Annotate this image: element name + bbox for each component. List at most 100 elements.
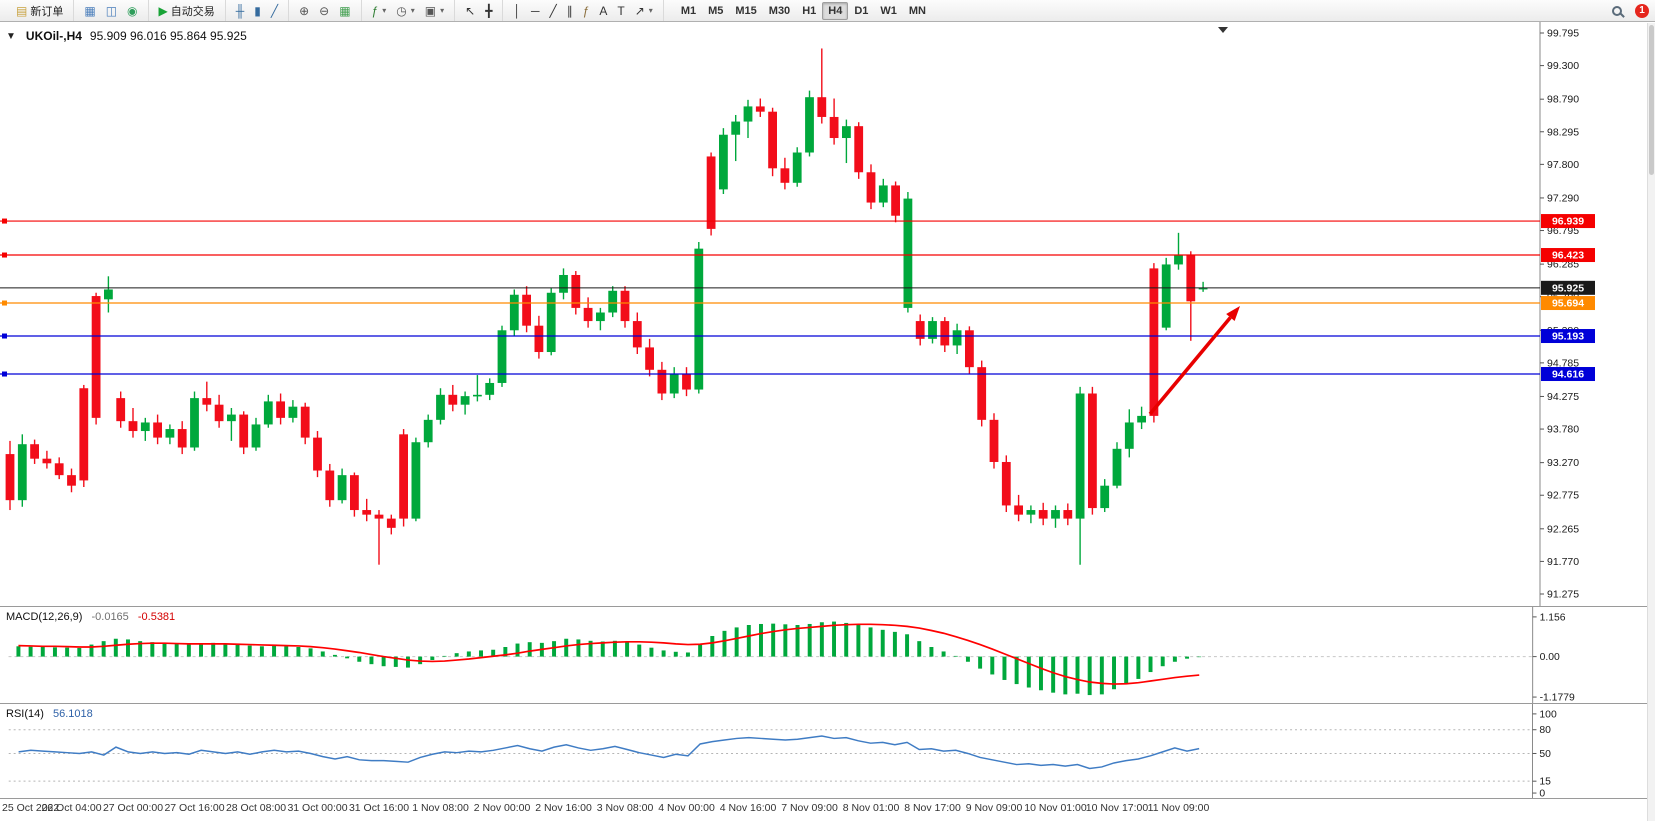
candle-body xyxy=(842,126,851,139)
chart-title-bar: ▼ UKOil-,H4 95.909 96.016 95.864 95.925 xyxy=(6,29,247,43)
tf-m15[interactable]: M15 xyxy=(729,2,762,20)
line-chart-button[interactable]: ╱ xyxy=(266,2,283,20)
candle-body xyxy=(829,116,839,139)
tf-m30-label: M30 xyxy=(768,4,791,17)
macd-tick-label: 1.156 xyxy=(1540,612,1566,623)
tf-h1[interactable]: H1 xyxy=(796,2,822,20)
charts-grid-button[interactable]: ▦ xyxy=(79,2,100,20)
trendline-button[interactable]: ╱ xyxy=(544,2,561,20)
time-axis[interactable]: 25 Oct 2022 26 Oct 04:00 27 Oct 00:00 27 Oc… xyxy=(0,798,1655,817)
auto-trading-button[interactable]: ▶ 自动交易 xyxy=(154,2,220,20)
hline-anchor xyxy=(2,371,7,377)
label-button[interactable]: T xyxy=(612,2,629,20)
candle-body xyxy=(792,152,802,183)
price-scale[interactable]: 99.79599.30098.79098.29597.80097.29096.7… xyxy=(1540,28,1579,601)
candle-body xyxy=(620,290,630,322)
vertical-scrollbar-thumb[interactable] xyxy=(1649,25,1654,175)
horizontal-line-button-icon: ─ xyxy=(530,3,540,18)
candle-body xyxy=(977,367,987,420)
candle-body xyxy=(227,414,236,422)
macd-value-signal: -0.5381 xyxy=(137,611,176,623)
candlestick-chart-button[interactable]: ▮ xyxy=(249,2,266,20)
price-flag-label: 96.939 xyxy=(1552,216,1584,228)
periods-button[interactable]: ◷ ▾ xyxy=(391,2,420,20)
bar-chart-button-icon: ╫ xyxy=(235,3,245,18)
cursor-button[interactable]: ↖ xyxy=(460,2,480,20)
channel-button[interactable]: ∥ xyxy=(562,2,578,20)
ohlc-values: 95.909 96.016 95.864 95.925 xyxy=(89,29,247,43)
macd-panel: 1.156 0.00 -1.1779 MACD(12,26,9) -0.0165 -… xyxy=(0,606,1655,703)
time-label: 3 Nov 08:00 xyxy=(596,802,654,814)
zoom-out-button[interactable]: ⊖ xyxy=(314,2,334,20)
vertical-scrollbar[interactable] xyxy=(1647,23,1655,821)
trendline-button-icon: ╱ xyxy=(549,3,557,18)
candle-body xyxy=(214,404,224,422)
candle-body xyxy=(1174,255,1183,265)
shapes-button[interactable]: ↗ ▾ xyxy=(630,2,658,20)
macd-canvas[interactable]: 1.156 0.00 -1.1779 xyxy=(0,607,1655,703)
candle-body xyxy=(1075,393,1085,519)
trend-arrow[interactable] xyxy=(1148,306,1240,416)
candles xyxy=(5,48,1208,565)
candle-body xyxy=(436,394,445,420)
zoom-out-button-icon: ⊖ xyxy=(319,3,330,18)
hline-95.193[interactable]: 95.193 xyxy=(0,329,1595,344)
time-label: 4 Nov 16:00 xyxy=(719,802,777,814)
fibonacci-button[interactable]: ƒ xyxy=(578,2,595,20)
candle-body xyxy=(645,347,654,370)
hline-95.925[interactable]: 95.925 xyxy=(0,280,1595,295)
hline-96.423[interactable]: 96.423 xyxy=(0,248,1595,263)
vertical-line-button[interactable]: │ xyxy=(508,2,526,20)
price-tick-label: 98.295 xyxy=(1547,126,1579,138)
tf-m5[interactable]: M5 xyxy=(702,2,729,20)
price-tick-label: 92.265 xyxy=(1547,523,1579,535)
one-click-trading-toggle[interactable]: ▼ xyxy=(6,30,16,42)
tile-windows-button[interactable]: ▦ xyxy=(334,2,355,20)
candle-body xyxy=(1063,510,1073,519)
tf-h4[interactable]: H4 xyxy=(822,1,849,20)
community-button[interactable]: ◉ xyxy=(122,2,142,20)
templates-button[interactable]: ▣ ▾ xyxy=(420,2,449,20)
price-tick-label: 91.275 xyxy=(1547,589,1579,601)
candle-body xyxy=(1112,448,1122,486)
time-label: 1 Nov 08:00 xyxy=(412,802,469,814)
notifications-badge[interactable]: 1 xyxy=(1635,3,1649,18)
new-order-button[interactable]: ▤ 新订单 xyxy=(11,2,68,20)
search-button[interactable] xyxy=(1607,2,1627,20)
tf-w1[interactable]: W1 xyxy=(874,2,903,20)
crosshair-button[interactable]: ╋ xyxy=(480,2,497,20)
candle-body xyxy=(632,321,642,348)
macd-value-main: -0.0165 xyxy=(91,611,129,623)
candle-body xyxy=(263,401,273,425)
price-flag xyxy=(1541,248,1595,263)
cursor-button-icon: ↖ xyxy=(465,3,476,18)
candle-body xyxy=(325,470,335,501)
tf-m1[interactable]: M1 xyxy=(675,2,702,20)
candle-body xyxy=(313,437,322,471)
candle-body xyxy=(362,510,372,515)
tf-d1[interactable]: D1 xyxy=(848,2,874,20)
text-button[interactable]: A xyxy=(594,2,612,20)
horizontal-line-button[interactable]: ─ xyxy=(526,2,545,20)
indicators-button-caret-icon: ▾ xyxy=(382,6,387,15)
hline-96.939[interactable]: 96.939 xyxy=(0,214,1595,229)
hline-95.694[interactable]: 95.694 xyxy=(0,296,1595,311)
time-label: 9 Nov 09:00 xyxy=(965,802,1023,814)
main-chart-canvas[interactable]: 99.79599.30098.79098.29597.80097.29096.7… xyxy=(0,22,1655,606)
candle-body xyxy=(485,382,495,395)
tf-mn[interactable]: MN xyxy=(903,2,932,20)
hline-94.616[interactable]: 94.616 xyxy=(0,367,1595,382)
auto-trading-button-label: 自动交易 xyxy=(170,5,215,18)
indicators-button[interactable]: ƒ ▾ xyxy=(367,2,392,20)
candle-body xyxy=(190,398,199,448)
tf-m30[interactable]: M30 xyxy=(763,2,796,20)
rsi-canvas[interactable]: 100 80 50 150 xyxy=(0,704,1655,798)
hline-anchor xyxy=(2,218,7,224)
toolbar-group-chart-types: ╫ ▮ ╱ xyxy=(226,0,290,21)
bar-chart-button[interactable]: ╫ xyxy=(231,2,250,20)
text-button-icon: A xyxy=(599,3,608,18)
zoom-in-button[interactable]: ⊕ xyxy=(294,2,314,20)
profile-button[interactable]: ◫ xyxy=(101,2,122,20)
label-button-icon: T xyxy=(617,3,625,18)
candle-body xyxy=(17,444,27,501)
